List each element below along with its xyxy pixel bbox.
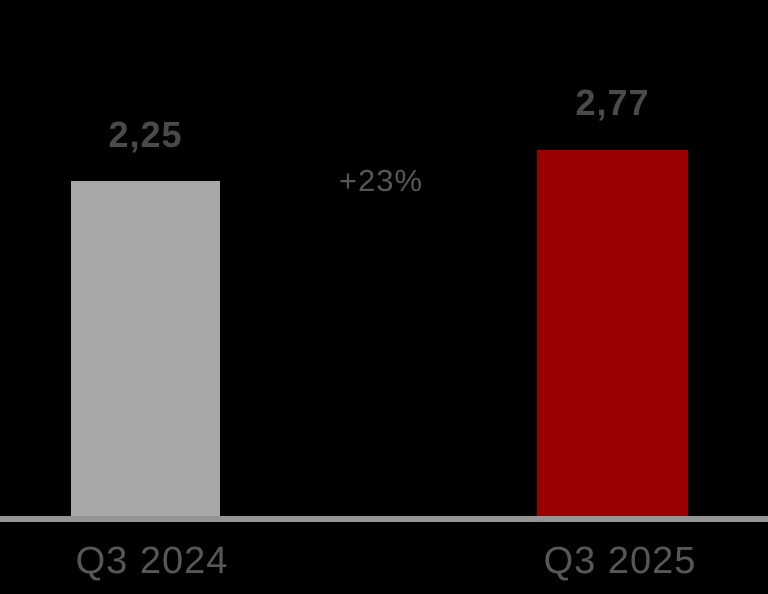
bar-q3-2025 (537, 150, 688, 516)
bar-value-label-q3-2025: 2,77 (575, 82, 650, 123)
x-axis-line (0, 516, 768, 522)
x-axis-label-q3-2025: Q3 2025 (543, 540, 697, 582)
bar-value-label-q3-2024: 2,25 (108, 114, 183, 155)
x-axis-label-q3-2024: Q3 2024 (75, 540, 229, 582)
delta-annotation: +23% (338, 163, 424, 198)
bar-q3-2024 (71, 181, 220, 516)
